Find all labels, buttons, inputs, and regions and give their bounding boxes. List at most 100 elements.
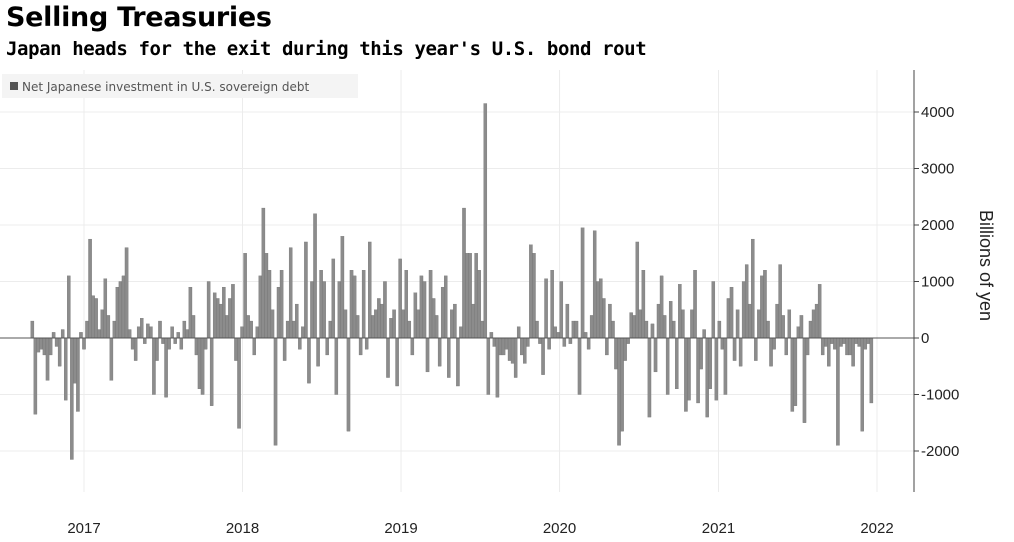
bar (179, 337, 184, 350)
bar (681, 309, 685, 339)
bar (48, 337, 53, 356)
bar (200, 337, 205, 395)
bar (696, 337, 700, 404)
bar (477, 270, 481, 339)
bar (364, 337, 369, 350)
bar (285, 320, 290, 339)
bar (319, 270, 323, 339)
bar (133, 337, 138, 361)
chart-title: Selling Treasuries (6, 2, 272, 33)
bar (112, 320, 117, 339)
bar (577, 337, 582, 395)
bar (735, 309, 740, 339)
y-tick-label: 2000 (921, 217, 954, 234)
x-tick-label: 2021 (702, 520, 735, 537)
bar (374, 309, 378, 339)
bar (164, 337, 168, 398)
bar (507, 337, 512, 361)
bar (124, 247, 129, 339)
bar (282, 337, 287, 361)
bar (444, 275, 448, 339)
bar (611, 320, 615, 339)
bar (614, 337, 618, 370)
bar (304, 241, 308, 339)
bar (690, 309, 694, 339)
bar (395, 337, 399, 387)
y-tick-label: 4000 (921, 104, 954, 121)
y-axis: 4000 3000 2000 1000 0 -1000 -2000 (913, 70, 959, 492)
bar (513, 337, 518, 378)
bar (422, 281, 427, 339)
bar (498, 337, 503, 356)
bar (659, 275, 664, 339)
bar (115, 286, 120, 339)
bar (413, 292, 418, 339)
bar (757, 309, 761, 339)
bar (143, 337, 147, 344)
bar (526, 337, 530, 347)
bar (361, 270, 366, 339)
bar (641, 270, 646, 339)
bar (273, 337, 278, 446)
bar (668, 301, 673, 339)
bar (185, 329, 190, 339)
y-tick-label: 3000 (921, 161, 954, 178)
bar (103, 278, 108, 339)
bar (279, 270, 284, 339)
bar (863, 337, 868, 350)
bar (343, 309, 348, 339)
x-tick-label: 2018 (226, 520, 259, 537)
bar (434, 315, 439, 339)
bar (720, 337, 725, 350)
bar (334, 337, 339, 395)
bar (729, 286, 734, 339)
bar (243, 253, 247, 339)
bar (209, 337, 214, 406)
bar (802, 337, 807, 423)
bar (30, 320, 35, 339)
bar (827, 337, 831, 367)
bar (440, 286, 445, 339)
bar (538, 337, 542, 344)
bar (650, 323, 655, 339)
bar (751, 238, 755, 339)
bar (726, 298, 731, 339)
bar (380, 303, 384, 339)
bar (270, 309, 275, 339)
bar (471, 303, 475, 339)
bar (459, 326, 463, 339)
bar (42, 337, 47, 356)
bar (495, 337, 500, 398)
bar (839, 337, 843, 347)
bar (465, 253, 469, 339)
bar (830, 337, 834, 344)
bar (492, 337, 497, 347)
bar (583, 332, 588, 339)
bar (109, 337, 114, 381)
bar (820, 337, 825, 356)
bar (140, 318, 144, 339)
bar (854, 337, 858, 344)
legend-swatch (10, 82, 18, 90)
bar (70, 337, 74, 460)
bar (328, 320, 332, 339)
bar (337, 281, 342, 339)
legend-label: Net Japanese investment in U.S. sovereig… (22, 80, 309, 94)
bar (860, 337, 864, 432)
bar (693, 270, 697, 339)
bar (602, 298, 606, 339)
bar (161, 337, 165, 344)
bar (483, 103, 488, 339)
bar (295, 303, 299, 339)
bar (550, 270, 554, 339)
bar (833, 337, 837, 350)
bar (766, 320, 770, 339)
legend: Net Japanese investment in U.S. sovereig… (2, 74, 358, 98)
x-tick-label: 2020 (543, 520, 576, 537)
bar (51, 332, 56, 339)
bar (79, 332, 83, 339)
bar (811, 309, 816, 339)
bar (626, 337, 630, 344)
bar (799, 315, 804, 339)
